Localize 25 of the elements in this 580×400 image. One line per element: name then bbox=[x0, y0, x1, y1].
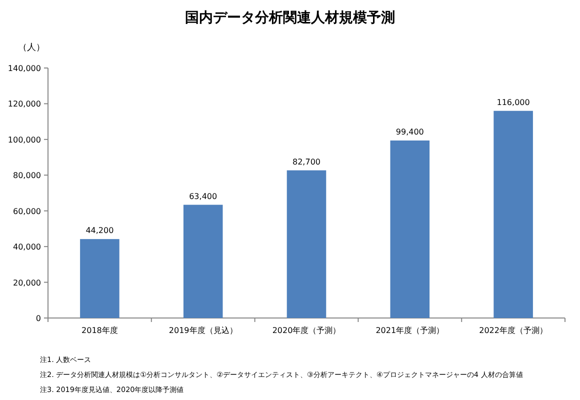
x-tick-label: 2021年度（予測） bbox=[376, 326, 444, 335]
data-label: 99,400 bbox=[396, 128, 424, 136]
y-tick-label: 0 bbox=[36, 314, 41, 323]
y-tick-label: 80,000 bbox=[13, 171, 41, 180]
data-label: 63,400 bbox=[189, 192, 218, 201]
y-tick-label: 60,000 bbox=[13, 206, 41, 216]
data-label: 116,000 bbox=[496, 98, 530, 107]
x-tick-label: 2022年度（予測） bbox=[479, 326, 548, 335]
bar bbox=[286, 170, 326, 318]
data-label: 82,700 bbox=[292, 157, 320, 166]
y-tick-label: 100,000 bbox=[8, 135, 41, 144]
bar bbox=[183, 204, 223, 318]
y-tick-label: 20,000 bbox=[13, 278, 41, 288]
x-tick-label: 2018年度 bbox=[82, 326, 118, 335]
y-tick-label: 140,000 bbox=[8, 64, 41, 73]
bar bbox=[80, 239, 120, 318]
data-label: 44,200 bbox=[86, 226, 114, 236]
y-tick-label: 120,000 bbox=[8, 100, 41, 109]
bar bbox=[390, 140, 430, 318]
chart-title: 国内データ分析関連人材規模予測 bbox=[185, 10, 395, 26]
y-axis-title: （人） bbox=[18, 42, 45, 53]
x-tick-label: 2019年度（見込） bbox=[168, 326, 238, 335]
bar bbox=[494, 110, 533, 318]
x-tick-label: 2020年度（予測） bbox=[272, 326, 341, 335]
y-tick-label: 40,000 bbox=[13, 242, 41, 252]
